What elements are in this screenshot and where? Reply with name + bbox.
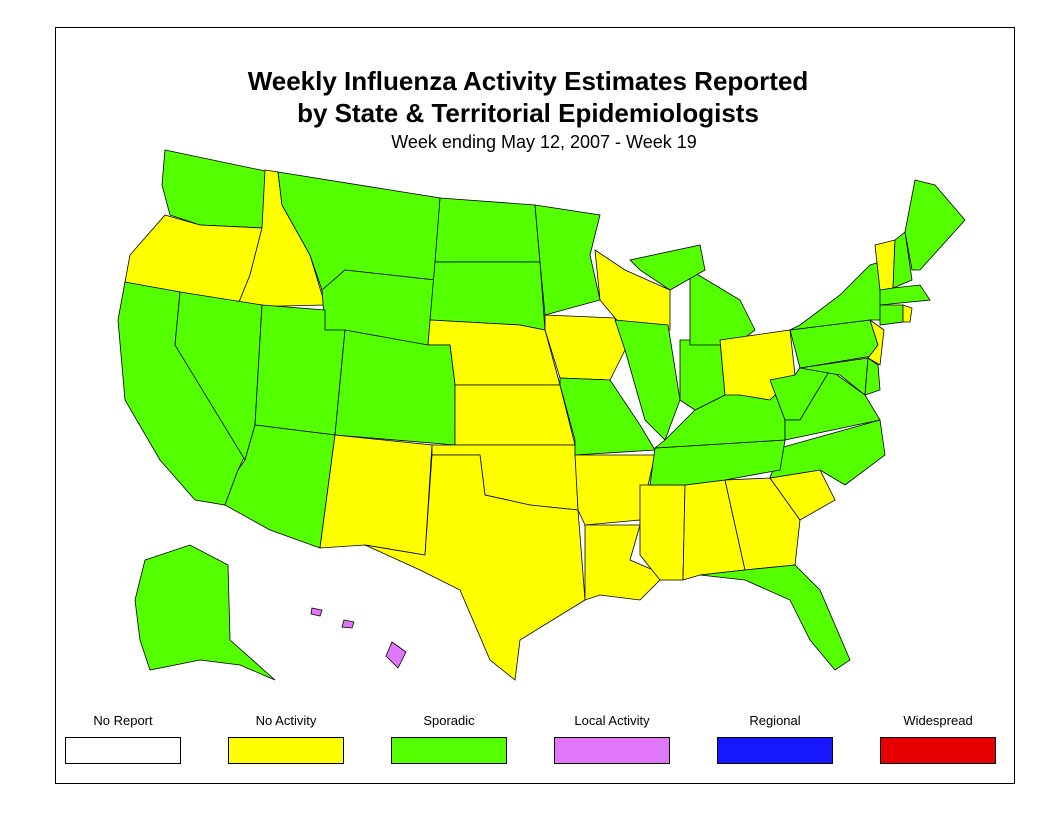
state-mo <box>559 377 656 456</box>
state-me <box>904 179 966 271</box>
state-nj <box>867 318 885 366</box>
state-ms <box>639 484 686 581</box>
legend-sporadic: Sporadic <box>390 713 508 764</box>
legend-label: Local Activity <box>574 713 650 728</box>
state-nh <box>892 231 913 289</box>
legend-label: Sporadic <box>423 713 475 728</box>
legend-local-activity: Local Activity <box>553 713 671 764</box>
state-la <box>584 524 666 601</box>
map-frame <box>55 27 1015 784</box>
map-title-line2: by State & Territorial Epidemiologists <box>297 98 759 128</box>
state-hi-island <box>341 619 355 629</box>
legend-swatch <box>391 737 507 764</box>
state-mi <box>689 269 756 346</box>
legend-label: Regional <box>749 713 801 728</box>
state-ia <box>544 314 626 381</box>
map-title-line1: Weekly Influenza Activity Estimates Repo… <box>247 66 809 96</box>
state-tx <box>364 454 586 681</box>
state-ar <box>574 454 656 526</box>
legend-regional: Regional <box>716 713 834 764</box>
legend-label: No Activity <box>255 713 317 728</box>
legend-swatch <box>717 737 833 764</box>
state-nm <box>319 434 433 556</box>
state-ks <box>454 384 576 446</box>
legend-no-activity: No Activity <box>227 713 345 764</box>
legend-widespread: Widespread <box>879 713 997 764</box>
legend-no-report: No Report <box>64 713 182 764</box>
state-hi-island <box>310 607 323 617</box>
state-ct <box>879 304 904 326</box>
state-sd <box>429 261 546 331</box>
legend-swatch <box>880 737 996 764</box>
state-nd <box>434 197 541 263</box>
legend-swatch <box>554 737 670 764</box>
legend-label: No Report <box>93 713 153 728</box>
state-ny <box>789 261 886 331</box>
state-wa <box>161 149 271 229</box>
state-ma <box>879 284 931 306</box>
state-co <box>334 329 456 446</box>
map-subtitle: Week ending May 12, 2007 - Week 19 <box>391 132 697 152</box>
legend-swatch <box>228 737 344 764</box>
state-fl <box>699 564 851 671</box>
state-hi <box>385 641 407 669</box>
state-mn <box>534 204 601 316</box>
state-ga <box>724 477 801 571</box>
state-ak <box>134 544 276 681</box>
state-de <box>864 357 881 396</box>
state-ri <box>902 304 913 323</box>
state-mi-upper <box>629 244 706 291</box>
legend-swatch <box>65 737 181 764</box>
legend-label: Widespread <box>903 713 973 728</box>
